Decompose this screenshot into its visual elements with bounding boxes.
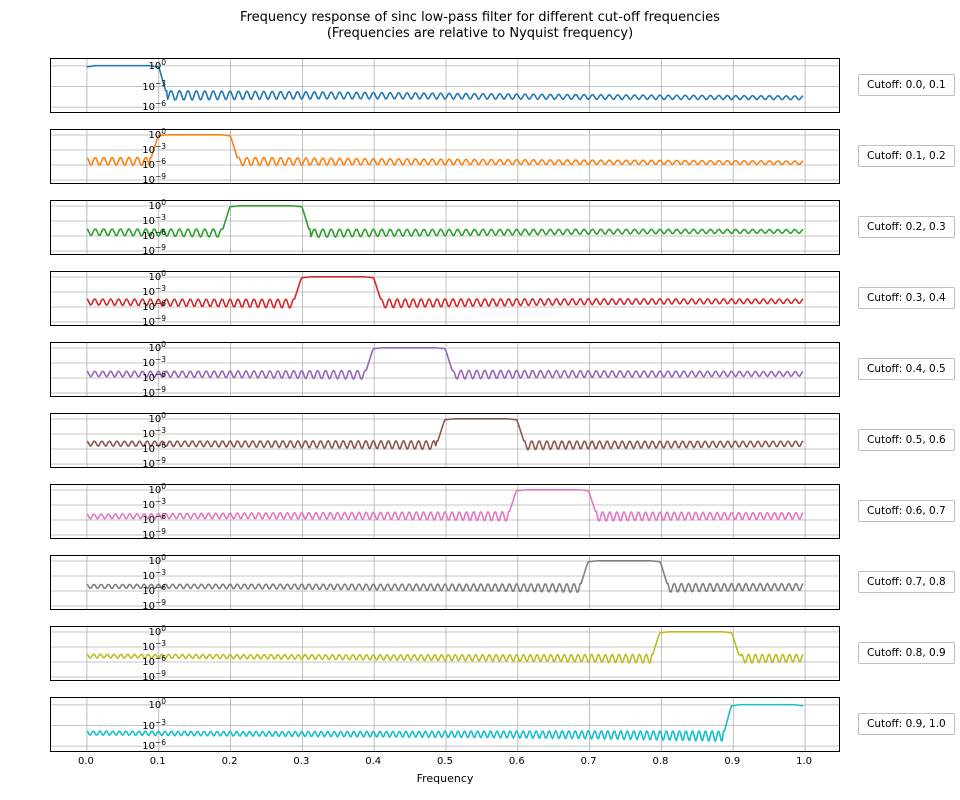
ytick-label: 10−9 <box>142 527 166 541</box>
ytick-label: 100 <box>148 482 166 496</box>
subplot-7 <box>50 555 840 610</box>
frequency-response-line <box>51 485 839 538</box>
ytick-label: 10−3 <box>142 355 166 369</box>
xtick-label: 0.5 <box>437 756 453 767</box>
frequency-response-line <box>51 130 839 183</box>
ytick-label: 10−6 <box>142 157 166 171</box>
xtick-label: 1.0 <box>796 756 812 767</box>
xtick-label: 0.2 <box>222 756 238 767</box>
ytick-label: 10−3 <box>142 142 166 156</box>
ytick-label: 10−3 <box>142 639 166 653</box>
ytick-label: 10−6 <box>142 99 166 113</box>
legend-box: Cutoff: 0.2, 0.3 <box>858 216 955 238</box>
ytick-label: 10−3 <box>142 78 166 92</box>
ytick-label: 10−3 <box>142 426 166 440</box>
ytick-label: 10−6 <box>142 583 166 597</box>
ytick-label: 100 <box>148 340 166 354</box>
ytick-label: 100 <box>148 553 166 567</box>
ytick-label: 10−3 <box>142 568 166 582</box>
ytick-label: 100 <box>148 624 166 638</box>
legend-box: Cutoff: 0.8, 0.9 <box>858 642 955 664</box>
ytick-label: 10−6 <box>142 370 166 384</box>
legend-box: Cutoff: 0.9, 1.0 <box>858 713 955 735</box>
ytick-label: 10−6 <box>142 654 166 668</box>
ytick-label: 10−3 <box>142 284 166 298</box>
title-line-2: (Frequencies are relative to Nyquist fre… <box>0 26 960 42</box>
subplot-9 <box>50 697 840 752</box>
legend-box: Cutoff: 0.5, 0.6 <box>858 429 955 451</box>
ytick-label: 10−9 <box>142 456 166 470</box>
ytick-label: 100 <box>148 269 166 283</box>
ytick-label: 10−3 <box>142 717 166 731</box>
subplot-2 <box>50 200 840 255</box>
legend-box: Cutoff: 0.1, 0.2 <box>858 145 955 167</box>
frequency-response-line <box>51 59 839 112</box>
frequency-response-line <box>51 698 839 751</box>
ytick-label: 10−6 <box>142 299 166 313</box>
figure-title: Frequency response of sinc low-pass filt… <box>0 10 960 43</box>
ytick-label: 100 <box>148 198 166 212</box>
legend-box: Cutoff: 0.4, 0.5 <box>858 358 955 380</box>
legend-box: Cutoff: 0.0, 0.1 <box>858 74 955 96</box>
title-line-1: Frequency response of sinc low-pass filt… <box>0 10 960 26</box>
xtick-label: 0.7 <box>581 756 597 767</box>
ytick-label: 100 <box>148 127 166 141</box>
subplot-6 <box>50 484 840 539</box>
subplot-1 <box>50 129 840 184</box>
subplot-5 <box>50 413 840 468</box>
ytick-label: 10−6 <box>142 512 166 526</box>
legend-box: Cutoff: 0.6, 0.7 <box>858 500 955 522</box>
ytick-label: 10−3 <box>142 213 166 227</box>
xtick-label: 0.1 <box>150 756 166 767</box>
xtick-label: 0.3 <box>293 756 309 767</box>
frequency-response-line <box>51 556 839 609</box>
frequency-response-line <box>51 272 839 325</box>
xtick-label: 0.6 <box>509 756 525 767</box>
xtick-label: 0.9 <box>724 756 740 767</box>
frequency-response-line <box>51 414 839 467</box>
frequency-response-line <box>51 201 839 254</box>
subplot-0 <box>50 58 840 113</box>
xtick-label: 0.4 <box>365 756 381 767</box>
ytick-label: 100 <box>148 697 166 711</box>
subplot-4 <box>50 342 840 397</box>
frequency-response-line <box>51 627 839 680</box>
legend-box: Cutoff: 0.7, 0.8 <box>858 571 955 593</box>
figure: Frequency response of sinc low-pass filt… <box>0 0 960 800</box>
ytick-label: 100 <box>148 411 166 425</box>
xtick-label: 0.0 <box>78 756 94 767</box>
ytick-label: 10−9 <box>142 314 166 328</box>
ytick-label: 10−6 <box>142 441 166 455</box>
frequency-response-line <box>51 343 839 396</box>
subplot-3 <box>50 271 840 326</box>
ytick-label: 10−9 <box>142 385 166 399</box>
ytick-label: 10−9 <box>142 669 166 683</box>
xaxis-label: Frequency <box>50 772 840 785</box>
ytick-label: 10−3 <box>142 497 166 511</box>
ytick-label: 100 <box>148 58 166 72</box>
ytick-label: 10−9 <box>142 243 166 257</box>
xtick-label: 0.8 <box>653 756 669 767</box>
ytick-label: 10−6 <box>142 738 166 752</box>
ytick-label: 10−9 <box>142 172 166 186</box>
legend-box: Cutoff: 0.3, 0.4 <box>858 287 955 309</box>
ytick-label: 10−6 <box>142 228 166 242</box>
ytick-label: 10−9 <box>142 598 166 612</box>
subplot-8 <box>50 626 840 681</box>
